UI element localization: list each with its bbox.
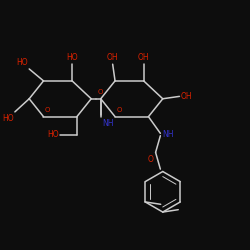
Text: NH: NH <box>163 130 174 139</box>
Text: O: O <box>116 107 121 113</box>
Text: O: O <box>147 155 153 164</box>
Text: HO: HO <box>2 114 14 123</box>
Text: HO: HO <box>48 130 59 139</box>
Text: NH: NH <box>102 119 114 128</box>
Text: OH: OH <box>107 53 118 62</box>
Text: HO: HO <box>66 53 78 62</box>
Text: OH: OH <box>181 92 192 101</box>
Text: O: O <box>45 107 50 113</box>
Text: OH: OH <box>138 53 149 62</box>
Text: O: O <box>97 89 102 95</box>
Text: HO: HO <box>16 58 28 66</box>
